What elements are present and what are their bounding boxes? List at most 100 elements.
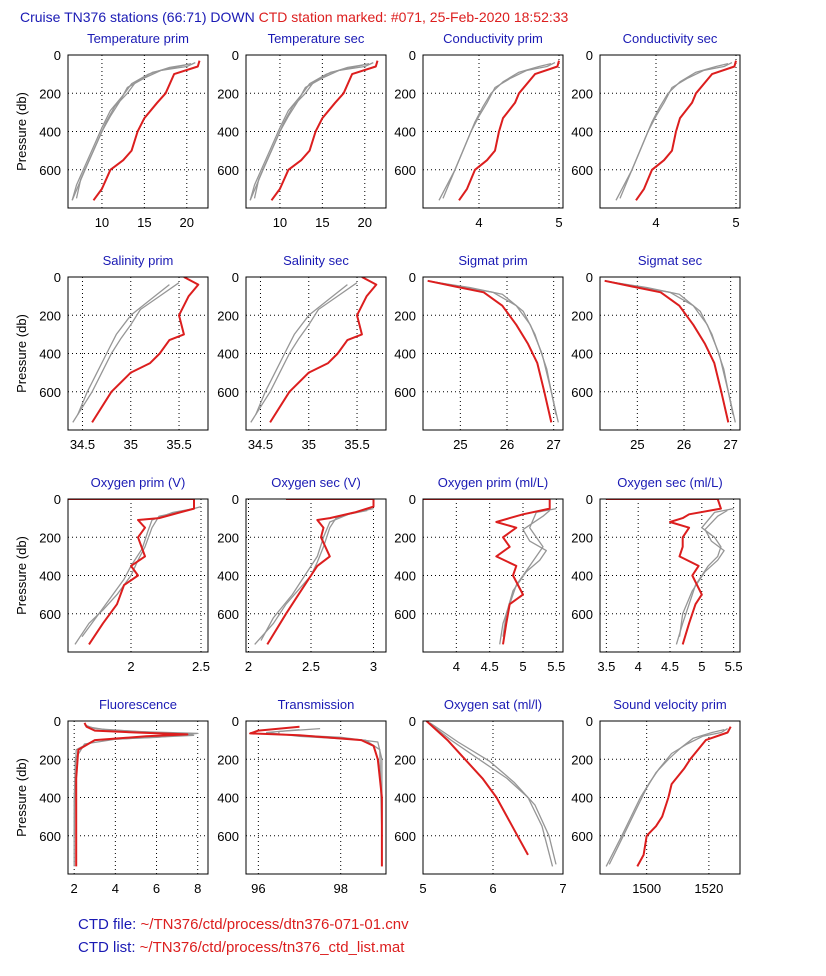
axes-frame bbox=[422, 498, 564, 653]
panel-title: Sigmat prim bbox=[458, 253, 527, 268]
x-tick-label: 2.5 bbox=[192, 659, 210, 674]
y-tick-label: 200 bbox=[571, 752, 593, 767]
y-tick-label: 0 bbox=[232, 48, 239, 63]
station-profile bbox=[619, 62, 729, 199]
y-tick-label: 400 bbox=[217, 569, 239, 584]
x-tick-label: 15 bbox=[315, 215, 329, 230]
station-profile bbox=[72, 282, 180, 423]
y-tick-label: 0 bbox=[409, 714, 416, 729]
x-tick-label: 25 bbox=[453, 437, 467, 452]
panel-transmission: Transmission 96 98 0 200 400 600 bbox=[217, 697, 387, 896]
x-tick-label: 20 bbox=[180, 215, 194, 230]
marked-station-profile bbox=[91, 277, 200, 423]
x-tick-label: 35 bbox=[302, 437, 316, 452]
ctd-list-line: CTD list: ~/TN376/ctd/process/tn376_ctd_… bbox=[78, 939, 404, 956]
marked-station-profile bbox=[270, 60, 379, 201]
panel-title: Temperature prim bbox=[87, 31, 189, 46]
y-tick-label: 0 bbox=[409, 48, 416, 63]
station-profile bbox=[615, 62, 733, 201]
panel-title: Oxygen sat (ml/l) bbox=[444, 697, 542, 712]
x-tick-label: 26 bbox=[677, 437, 691, 452]
y-tick-label: 400 bbox=[39, 791, 61, 806]
x-tick-label: 27 bbox=[546, 437, 560, 452]
station-profile bbox=[429, 722, 557, 865]
y-tick-label: 400 bbox=[394, 347, 416, 362]
axes-frame bbox=[422, 276, 564, 431]
y-tick-label: 400 bbox=[394, 569, 416, 584]
y-tick-label: 600 bbox=[39, 163, 61, 178]
x-tick-label: 34.5 bbox=[70, 437, 95, 452]
panel-title: Oxygen prim (V) bbox=[91, 475, 186, 490]
x-tick-label: 4.5 bbox=[661, 659, 679, 674]
station-profile bbox=[675, 507, 734, 645]
marked-station-profile bbox=[68, 499, 195, 645]
x-tick-label: 35.5 bbox=[344, 437, 369, 452]
y-tick-label: 200 bbox=[394, 752, 416, 767]
marked-station-profile bbox=[92, 60, 201, 201]
station-profile bbox=[71, 63, 187, 201]
y-tick-label: 400 bbox=[571, 125, 593, 140]
y-tick-label: 0 bbox=[54, 270, 61, 285]
axes-frame bbox=[67, 720, 209, 875]
station-profile bbox=[73, 724, 199, 867]
y-axis-label: Pressure (db) bbox=[14, 314, 29, 393]
x-tick-label: 2 bbox=[245, 659, 252, 674]
axes-frame bbox=[599, 276, 741, 431]
panel-title: Oxygen sec (V) bbox=[271, 475, 361, 490]
y-tick-label: 0 bbox=[586, 492, 593, 507]
x-tick-label: 5 bbox=[519, 659, 526, 674]
axes-frame bbox=[599, 54, 741, 209]
y-tick-label: 200 bbox=[217, 308, 239, 323]
y-tick-label: 200 bbox=[39, 752, 61, 767]
x-tick-label: 25 bbox=[630, 437, 644, 452]
panel-oxygen-prim-ml-l: Oxygen prim (ml/L) 4 4.5 5 5.5 0 200 400 600 bbox=[394, 475, 565, 674]
y-tick-label: 200 bbox=[217, 86, 239, 101]
x-tick-label: 2 bbox=[71, 881, 78, 896]
x-tick-label: 20 bbox=[358, 215, 372, 230]
y-tick-label: 600 bbox=[394, 163, 416, 178]
panel-title: Oxygen prim (ml/L) bbox=[438, 475, 549, 490]
panel-salinity-prim: Salinity prim Pressure (db) 34.5 35 35.5 0 200… bbox=[14, 253, 209, 452]
y-tick-label: 600 bbox=[571, 829, 593, 844]
marked-station-profile bbox=[458, 60, 560, 201]
y-tick-label: 400 bbox=[394, 791, 416, 806]
y-tick-label: 600 bbox=[571, 163, 593, 178]
axes-frame bbox=[67, 276, 209, 431]
x-tick-label: 15 bbox=[137, 215, 151, 230]
panel-conductivity-prim: Conductivity prim 4 5 0 200 400 600 bbox=[394, 31, 564, 230]
x-tick-label: 5.5 bbox=[725, 659, 743, 674]
x-tick-label: 5 bbox=[555, 215, 562, 230]
x-tick-label: 5 bbox=[698, 659, 705, 674]
y-tick-label: 200 bbox=[39, 86, 61, 101]
station-profile bbox=[254, 507, 374, 645]
y-tick-label: 0 bbox=[232, 270, 239, 285]
y-axis-label: Pressure (db) bbox=[14, 758, 29, 837]
x-tick-label: 10 bbox=[273, 215, 287, 230]
marked-station-profile bbox=[635, 60, 737, 201]
y-tick-label: 400 bbox=[571, 791, 593, 806]
x-tick-label: 6 bbox=[153, 881, 160, 896]
y-tick-label: 600 bbox=[39, 829, 61, 844]
marked-station-profile bbox=[636, 726, 732, 867]
panel-fluorescence: Fluorescence Pressure (db) 2 4 6 8 0 200 400 600 bbox=[14, 697, 209, 896]
marked-station-profile bbox=[266, 499, 375, 645]
x-tick-label: 8 bbox=[194, 881, 201, 896]
y-tick-label: 400 bbox=[39, 347, 61, 362]
x-tick-label: 34.5 bbox=[248, 437, 273, 452]
panel-title: Sigmat sec bbox=[638, 253, 703, 268]
y-tick-label: 600 bbox=[394, 829, 416, 844]
y-tick-label: 600 bbox=[39, 607, 61, 622]
ctd-list-path: ~/TN376/ctd/process/tn376_ctd_list.mat bbox=[139, 939, 405, 956]
station-profile bbox=[499, 507, 557, 645]
x-tick-label: 96 bbox=[251, 881, 265, 896]
panel-oxygen-sec-v: Oxygen sec (V) 2 2.5 3 0 200 400 600 bbox=[217, 475, 387, 674]
axes-frame bbox=[422, 54, 564, 209]
y-tick-label: 600 bbox=[217, 829, 239, 844]
y-tick-label: 200 bbox=[394, 308, 416, 323]
x-tick-label: 26 bbox=[500, 437, 514, 452]
y-tick-label: 0 bbox=[54, 714, 61, 729]
station-profile bbox=[253, 62, 370, 199]
y-tick-label: 200 bbox=[571, 530, 593, 545]
x-tick-label: 27 bbox=[723, 437, 737, 452]
y-tick-label: 200 bbox=[217, 752, 239, 767]
